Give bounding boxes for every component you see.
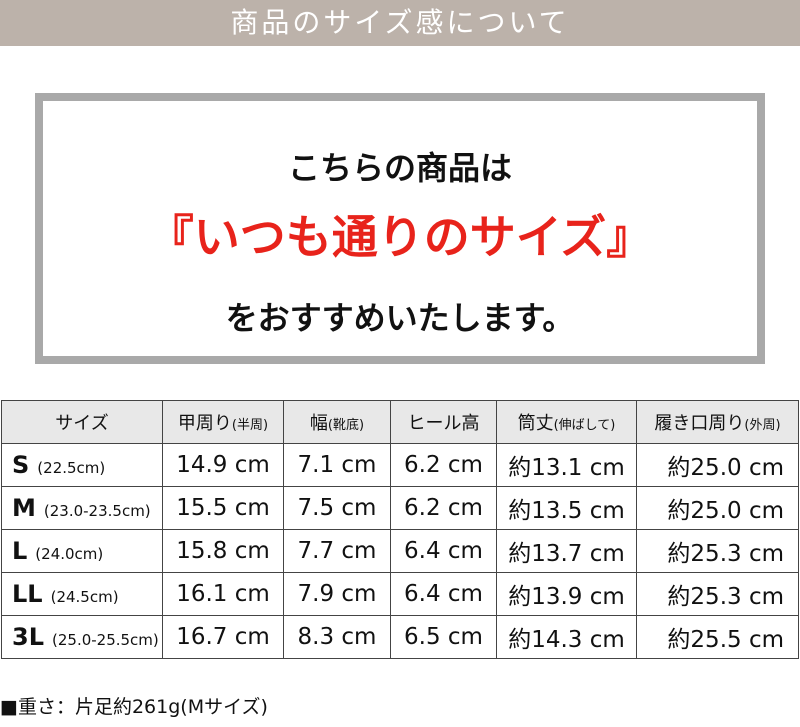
size-range: (23.0-23.5cm) bbox=[43, 502, 151, 520]
table-row: M (23.0-23.5cm) 15.5 cm 7.5 cm 6.2 cm 約13.5 c… bbox=[1, 486, 799, 530]
size-cell: S (22.5cm) bbox=[1, 443, 163, 487]
table-row: LL (24.5cm) 16.1 cm 7.9 cm 6.4 cm 約13.9 cm 約25… bbox=[1, 572, 799, 616]
instep-cell: 16.7 cm bbox=[162, 615, 284, 659]
size-range: (24.0cm) bbox=[35, 545, 104, 563]
heel-cell: 6.4 cm bbox=[390, 572, 497, 616]
instep-cell: 16.1 cm bbox=[162, 572, 284, 616]
shaft-cell: 約13.9 cm bbox=[496, 572, 637, 616]
width-cell: 7.1 cm bbox=[283, 443, 391, 487]
section-banner: 商品のサイズ感について bbox=[0, 0, 800, 46]
size-cell: LL (24.5cm) bbox=[1, 572, 163, 616]
width-cell: 7.9 cm bbox=[283, 572, 391, 616]
size-range: (22.5cm) bbox=[37, 459, 106, 477]
column-header: サイズ bbox=[1, 400, 163, 444]
weight-note: ■重さ：片足約261g(Mサイズ) bbox=[0, 696, 268, 718]
shaft-cell: 約13.1 cm bbox=[496, 443, 637, 487]
size-label: M bbox=[12, 494, 36, 522]
size-label: L bbox=[12, 537, 28, 565]
opening-cell: 約25.0 cm bbox=[636, 443, 799, 487]
header-label: サイズ bbox=[55, 413, 109, 434]
recommendation-line-3: をおすすめいたします。 bbox=[225, 299, 575, 337]
table-header-row: サイズ 甲周り(半周) 幅(靴底) ヒール高 筒丈(伸ばして) 履き口周り(外周) bbox=[1, 400, 799, 444]
column-header: 甲周り(半周) bbox=[162, 400, 284, 444]
size-label: LL bbox=[12, 580, 43, 608]
shaft-cell: 約13.5 cm bbox=[496, 486, 637, 530]
instep-cell: 15.8 cm bbox=[162, 529, 284, 573]
header-sub: (伸ばして) bbox=[553, 418, 616, 433]
header-label: 履き口周り bbox=[654, 413, 745, 434]
header-label: 甲周り bbox=[177, 413, 232, 434]
heel-cell: 6.5 cm bbox=[390, 615, 497, 659]
table-row: S (22.5cm) 14.9 cm 7.1 cm 6.2 cm 約13.1 cm 約25.… bbox=[1, 443, 799, 487]
heel-cell: 6.2 cm bbox=[390, 443, 497, 487]
column-header: 筒丈(伸ばして) bbox=[496, 400, 637, 444]
header-label: 筒丈 bbox=[517, 413, 554, 434]
width-cell: 8.3 cm bbox=[283, 615, 391, 659]
recommendation-box: こちらの商品は 『いつも通りのサイズ』 をおすすめいたします。 bbox=[35, 93, 765, 364]
size-range: (25.0-25.5cm) bbox=[52, 631, 159, 649]
header-sub: (靴底) bbox=[327, 418, 365, 433]
opening-cell: 約25.3 cm bbox=[636, 529, 799, 573]
width-cell: 7.5 cm bbox=[283, 486, 391, 530]
recommendation-line-1: こちらの商品は bbox=[287, 149, 512, 187]
opening-cell: 約25.0 cm bbox=[636, 486, 799, 530]
column-header: 履き口周り(外周) bbox=[636, 400, 799, 444]
heel-cell: 6.4 cm bbox=[390, 529, 497, 573]
shaft-cell: 約13.7 cm bbox=[496, 529, 637, 573]
header-label: 幅 bbox=[309, 413, 328, 434]
header-label: ヒール高 bbox=[407, 413, 480, 434]
opening-cell: 約25.3 cm bbox=[636, 572, 799, 616]
instep-cell: 14.9 cm bbox=[162, 443, 284, 487]
size-label: S bbox=[12, 451, 30, 479]
instep-cell: 15.5 cm bbox=[162, 486, 284, 530]
column-header: ヒール高 bbox=[390, 400, 497, 444]
size-label: 3L bbox=[12, 623, 44, 651]
recommendation-highlight: 『いつも通りのサイズ』 bbox=[147, 210, 653, 264]
size-table: サイズ 甲周り(半周) 幅(靴底) ヒール高 筒丈(伸ばして) 履き口周り(外周) S (2… bbox=[1, 400, 799, 659]
heel-cell: 6.2 cm bbox=[390, 486, 497, 530]
opening-cell: 約25.5 cm bbox=[636, 615, 799, 659]
table-row: L (24.0cm) 15.8 cm 7.7 cm 6.4 cm 約13.7 cm 約25.… bbox=[1, 529, 799, 573]
size-cell: L (24.0cm) bbox=[1, 529, 163, 573]
table-row: 3L (25.0-25.5cm) 16.7 cm 8.3 cm 6.5 cm 約14.3 … bbox=[1, 615, 799, 659]
shaft-cell: 約14.3 cm bbox=[496, 615, 637, 659]
size-cell: 3L (25.0-25.5cm) bbox=[1, 615, 163, 659]
size-cell: M (23.0-23.5cm) bbox=[1, 486, 163, 530]
size-range: (24.5cm) bbox=[50, 588, 119, 606]
header-sub: (外周) bbox=[744, 418, 781, 433]
header-sub: (半周) bbox=[231, 418, 269, 433]
width-cell: 7.7 cm bbox=[283, 529, 391, 573]
column-header: 幅(靴底) bbox=[283, 400, 391, 444]
